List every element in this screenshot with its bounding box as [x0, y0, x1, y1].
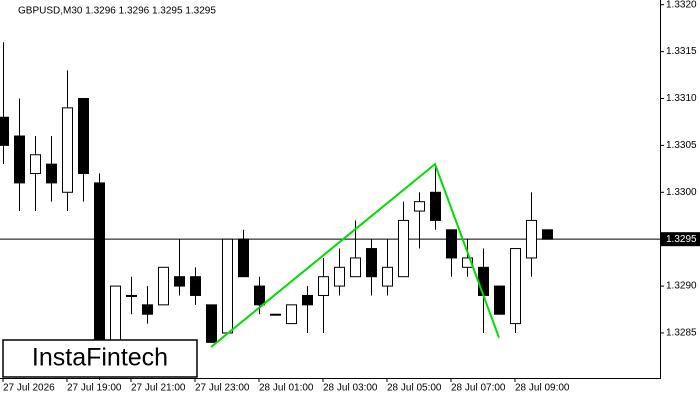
candle-body — [174, 276, 185, 287]
candle-body — [270, 313, 281, 316]
candle-body — [398, 219, 409, 278]
candle-body — [126, 294, 137, 297]
candle-body — [30, 154, 41, 175]
x-tick-label: 28 Jul 05:00 — [387, 383, 442, 394]
x-tick-label: 28 Jul 09:00 — [515, 383, 570, 394]
candle-body — [510, 248, 521, 325]
y-tick-label: 1.3315 — [666, 46, 697, 57]
x-tick-label: 27 Jul 23:00 — [195, 383, 250, 394]
candle-body — [542, 229, 553, 240]
candle-body — [46, 163, 57, 184]
candle-body — [334, 266, 345, 287]
candle-body — [414, 201, 425, 212]
y-tick-label: 1.3310 — [666, 93, 697, 104]
current-price-label: 1.3295 — [666, 234, 697, 245]
candle-body — [350, 257, 361, 278]
candle-body — [190, 276, 201, 296]
y-tick-label: 1.3305 — [666, 140, 697, 151]
candle-body — [142, 304, 153, 315]
candle-body — [238, 238, 249, 278]
candle-body — [318, 276, 329, 296]
candle-body — [526, 219, 537, 259]
candle-body — [14, 135, 25, 184]
candle-body — [0, 116, 9, 146]
y-tick-label: 1.3320 — [666, 0, 697, 10]
candle-body — [62, 107, 73, 193]
x-tick-label: 27 Jul 21:00 — [131, 383, 186, 394]
candle-body — [382, 266, 393, 287]
pattern-line — [210, 162, 500, 348]
y-tick-label: 1.3290 — [666, 281, 697, 292]
candle-body — [158, 266, 169, 306]
candle-body — [110, 285, 121, 343]
candle-body — [430, 191, 441, 221]
y-tick-label: 1.3300 — [666, 187, 697, 198]
candle-body — [366, 248, 377, 278]
candle-body — [254, 285, 265, 306]
x-tick-label: 28 Jul 07:00 — [451, 383, 506, 394]
candle-body — [206, 304, 217, 343]
x-tick-label: 27 Jul 2026 — [3, 383, 55, 394]
watermark-box — [2, 339, 198, 378]
x-tick-label: 27 Jul 19:00 — [67, 383, 122, 394]
candle-body — [302, 294, 313, 306]
y-tick-label: 1.3285 — [666, 328, 697, 339]
candle-body — [478, 266, 489, 296]
candle-body — [286, 304, 297, 325]
x-tick-label: 28 Jul 01:00 — [259, 383, 314, 394]
candle-body — [494, 285, 505, 315]
candle-body — [78, 97, 89, 175]
candle-body — [446, 229, 457, 259]
current-price-box — [661, 232, 700, 247]
chart-title: GBPUSD,M30 1.3296 1.3296 1.3295 1.3295 — [18, 6, 216, 17]
candle-body — [222, 238, 233, 334]
candle-body — [462, 257, 473, 268]
x-tick-label: 28 Jul 03:00 — [323, 383, 378, 394]
watermark: InstaFintech — [32, 344, 168, 372]
